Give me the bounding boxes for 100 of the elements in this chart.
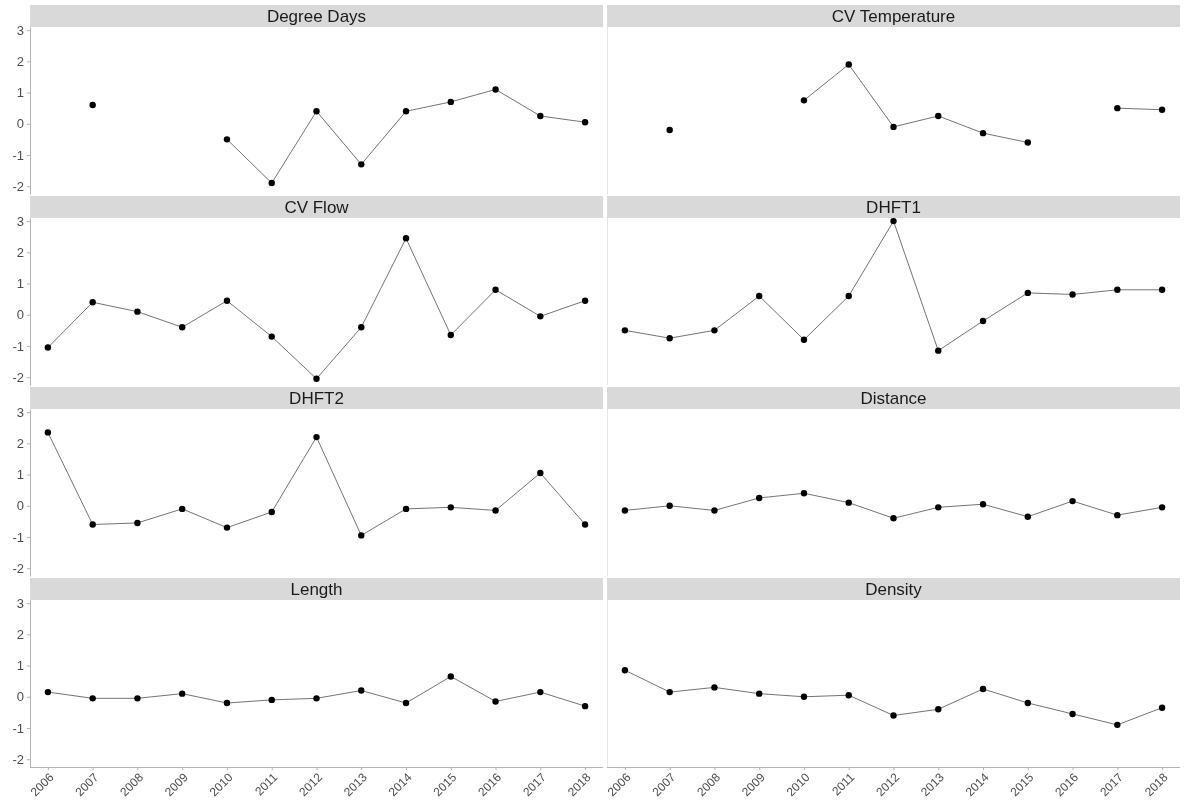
point: [402, 505, 410, 513]
point: [581, 702, 589, 710]
chart-title: DHFT2: [289, 389, 344, 408]
point: [223, 297, 231, 304]
point: [1158, 286, 1166, 293]
point: [134, 519, 141, 527]
point: [711, 684, 718, 691]
point: [845, 61, 852, 68]
point: [268, 508, 275, 516]
point: [447, 504, 454, 511]
point: [358, 161, 365, 168]
point: [1114, 286, 1121, 293]
point: [402, 108, 410, 115]
y-tick-label: -1: [12, 720, 24, 736]
point: [1114, 104, 1121, 112]
y-tick-label: 1: [16, 276, 24, 292]
point: [1069, 497, 1076, 505]
y-tick-label: 0: [16, 498, 24, 514]
y-tick-label: -1: [12, 338, 24, 354]
point: [979, 501, 987, 508]
y-tick-label: 0: [16, 116, 24, 132]
point: [223, 524, 231, 531]
y-tick-label: -2: [12, 369, 24, 385]
point: [402, 235, 410, 242]
point: [979, 685, 987, 693]
point: [447, 98, 454, 106]
y-tick-label: 3: [16, 595, 24, 611]
chart-title: CV Temperature: [831, 7, 956, 26]
chart-title: Length: [290, 580, 343, 599]
point: [358, 687, 365, 694]
point: [313, 695, 320, 702]
point: [44, 429, 52, 436]
point: [711, 507, 718, 514]
point: [223, 699, 231, 707]
point: [581, 297, 589, 304]
point: [537, 313, 544, 320]
y-tick-label: 1: [16, 467, 24, 483]
point: [447, 331, 454, 339]
point: [179, 690, 186, 697]
point: [492, 507, 499, 514]
y-tick-label: 3: [16, 22, 24, 38]
point: [979, 317, 987, 325]
y-tick-label: -1: [12, 529, 24, 545]
point: [492, 698, 499, 705]
point: [666, 334, 673, 342]
point: [756, 494, 763, 502]
point: [890, 123, 897, 131]
point: [492, 286, 499, 293]
point: [756, 690, 763, 697]
point: [89, 521, 96, 528]
point: [800, 336, 808, 343]
point: [1158, 704, 1166, 711]
chart-title: Distance: [860, 389, 927, 408]
point: [666, 502, 673, 509]
point: [890, 217, 897, 225]
point: [581, 119, 589, 126]
point: [935, 706, 942, 713]
y-tick-label: 1: [16, 85, 24, 101]
point: [1158, 504, 1166, 511]
point: [890, 515, 897, 522]
y-tick-label: 2: [16, 54, 24, 69]
point: [537, 469, 544, 477]
y-tick-label: -2: [12, 560, 24, 576]
y-tick-label: 1: [16, 658, 24, 674]
point: [1114, 721, 1121, 729]
chart-title: CV Flow: [284, 198, 350, 217]
point: [890, 712, 897, 719]
y-tick-label: 3: [16, 404, 24, 420]
y-tick-label: 2: [16, 436, 24, 451]
y-tick-label: 0: [16, 689, 24, 705]
point: [935, 504, 942, 511]
chart-title: Density: [865, 580, 923, 599]
point: [845, 292, 852, 300]
y-tick-label: -1: [12, 147, 24, 163]
point: [89, 101, 96, 109]
point: [756, 292, 763, 300]
point: [666, 126, 673, 134]
point: [313, 375, 320, 382]
point: [621, 667, 629, 674]
point: [89, 299, 96, 306]
point: [666, 688, 673, 696]
point: [44, 344, 52, 351]
point: [268, 696, 275, 704]
point: [979, 129, 987, 137]
chart-title: Degree Days: [266, 7, 367, 26]
y-tick-label: 0: [16, 307, 24, 323]
point: [1069, 291, 1076, 298]
point: [800, 490, 808, 497]
point: [581, 521, 589, 528]
point: [845, 692, 852, 699]
y-tick-label: -2: [12, 178, 24, 194]
point: [1024, 139, 1031, 146]
point: [1024, 513, 1031, 520]
point: [537, 112, 544, 120]
point: [800, 693, 808, 700]
point: [845, 499, 852, 506]
point: [492, 86, 499, 93]
point: [223, 136, 231, 143]
y-tick-label: 2: [16, 245, 24, 260]
point: [313, 433, 320, 441]
